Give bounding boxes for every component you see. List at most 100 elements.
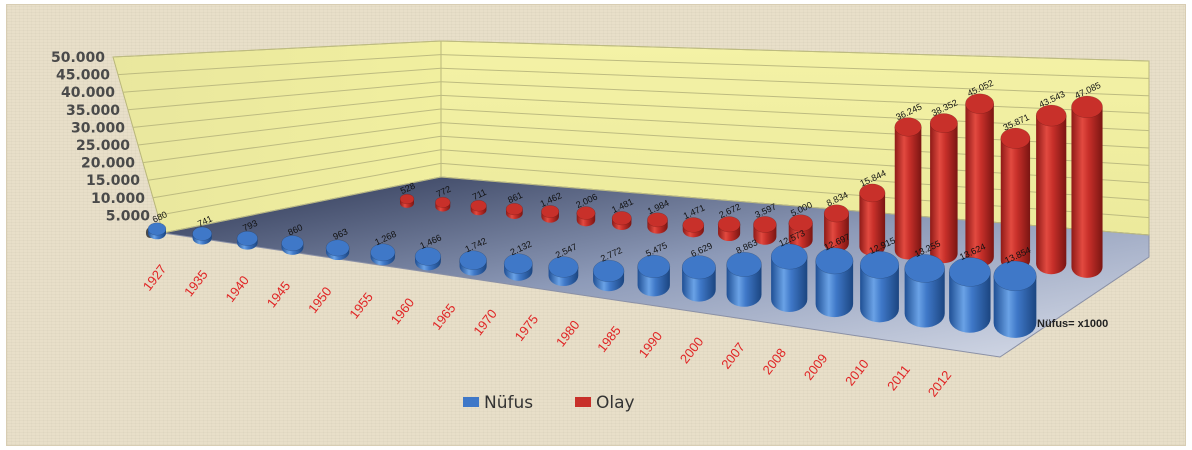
bar-nufus-cap xyxy=(637,254,671,279)
x-tick-label: 2009 xyxy=(801,351,831,383)
y-tick-label: 40.000 xyxy=(61,85,115,101)
bar-olay xyxy=(435,196,451,212)
bar-olay-cap xyxy=(965,93,995,114)
bar-nufus xyxy=(281,235,304,255)
gridline-left xyxy=(112,40,442,58)
bar-olay-body xyxy=(824,213,849,253)
bar-olay-cap xyxy=(1000,127,1031,149)
y-tick-label: 20.000 xyxy=(81,156,135,172)
gridline-back xyxy=(440,54,1150,79)
gridline-back xyxy=(440,162,1150,219)
bar-nufus xyxy=(147,222,167,240)
gridline-left xyxy=(132,94,442,128)
bar-nufus xyxy=(370,243,396,266)
bar-nufus-cap xyxy=(236,231,258,246)
gridline-back xyxy=(440,135,1150,184)
bar-olay xyxy=(470,199,487,216)
legend: Nüfus Olay xyxy=(463,393,635,413)
bar-nufus-cap xyxy=(904,254,945,283)
bar-olay-cap xyxy=(753,216,777,233)
bar-nufus-body xyxy=(860,264,899,323)
bar-nufus-body xyxy=(771,256,808,312)
bar-olay-cap xyxy=(859,183,886,203)
bar-olay-body xyxy=(1071,106,1103,278)
bar-nufus xyxy=(548,256,579,287)
x-tick-label: 1955 xyxy=(346,290,376,322)
bar-nufus xyxy=(192,226,213,245)
bar-nufus-cap xyxy=(681,255,716,280)
x-tick-label: 1927 xyxy=(140,262,170,294)
bar-nufus xyxy=(503,253,533,281)
y-tick-label: 15.000 xyxy=(86,173,140,189)
y-tick-label: 35.000 xyxy=(66,103,120,119)
bar-nufus xyxy=(815,247,854,318)
bar-olay-body xyxy=(1000,138,1031,271)
gridline-back xyxy=(440,122,1150,166)
bar-olay xyxy=(1035,104,1067,275)
bar-olay xyxy=(929,113,958,264)
bar-nufus-cap xyxy=(370,243,396,262)
bar-nufus-body xyxy=(726,264,762,307)
y-tick-label: 10.000 xyxy=(91,191,145,207)
gridline-left xyxy=(157,162,442,216)
x-tick-label: 1940 xyxy=(222,273,252,305)
y-tick-label: 5.000 xyxy=(106,208,151,224)
bar-nufus-cap xyxy=(592,259,625,283)
bar-olay xyxy=(576,206,596,227)
bar-olay-cap xyxy=(1035,104,1067,127)
legend-swatch-nufus xyxy=(463,397,479,407)
bar-nufus-body xyxy=(815,260,854,318)
bar-olay-cap xyxy=(823,204,850,223)
bar-nufus-cap xyxy=(770,243,808,270)
bar-nufus xyxy=(459,250,487,276)
gridline-back xyxy=(440,94,1150,132)
y-tick-label: 30.000 xyxy=(71,120,125,136)
bar-olay-cap xyxy=(470,199,487,212)
series-olay: 528 772 711 861 1.462 2.006 1.481 1.984 1.471 2.6… xyxy=(399,78,1103,278)
bar-nufus xyxy=(993,260,1037,338)
x-tick-label: 2011 xyxy=(884,362,913,393)
y-tick-label: 25.000 xyxy=(76,138,130,154)
legend-label-olay: Olay xyxy=(596,393,635,413)
bar-olay-cap xyxy=(541,205,560,218)
bar-olay xyxy=(541,205,560,223)
bar-nufus xyxy=(904,254,945,328)
x-tick-label: 1950 xyxy=(305,284,335,316)
y-axis: 05.00010.00015.00020.00025.00030.00035.0… xyxy=(51,50,155,242)
gridlines xyxy=(112,40,1150,236)
chart-3d-bars: 05.00010.00015.00020.00025.00030.00035.0… xyxy=(51,40,1150,413)
x-tick-label: 1990 xyxy=(636,329,666,361)
bar-olay xyxy=(859,183,886,256)
bar-nufus-cap xyxy=(325,239,350,257)
bar-nufus xyxy=(325,239,350,261)
bar-olay xyxy=(965,93,995,267)
bar-olay-cap xyxy=(788,214,813,232)
x-tick-label: 1935 xyxy=(181,267,211,299)
bar-olay-cap xyxy=(682,217,705,233)
bar-olay xyxy=(788,214,813,249)
gridline-back xyxy=(440,149,1150,201)
bar-nufus xyxy=(637,254,671,297)
x-tick-label: 2008 xyxy=(759,345,789,377)
bar-nufus-cap xyxy=(147,222,167,236)
bar-nufus xyxy=(726,251,762,307)
x-tick-label: 1980 xyxy=(553,317,583,349)
x-tick-label: 2000 xyxy=(677,334,707,366)
x-tick-label: 2012 xyxy=(925,368,955,400)
bar-olay xyxy=(1000,127,1031,271)
bar-nufus-cap xyxy=(815,247,854,275)
bar-nufus-body xyxy=(949,271,991,333)
bar-nufus-cap xyxy=(726,251,762,277)
bar-nufus-cap xyxy=(548,256,579,278)
gridline-left xyxy=(117,54,442,76)
bar-olay-body xyxy=(859,192,886,256)
bar-nufus-cap xyxy=(993,260,1037,292)
x-tick-label: 1945 xyxy=(264,278,294,310)
bar-olay xyxy=(647,212,668,234)
bar-olay-cap xyxy=(717,216,741,233)
bar-olay-cap xyxy=(576,206,596,220)
bar-nufus-body xyxy=(993,275,1037,338)
chart-frame: 05.00010.00015.00020.00025.00030.00035.0… xyxy=(6,4,1186,446)
x-tick-label: 1960 xyxy=(388,295,418,327)
gridline-back xyxy=(440,176,1150,236)
